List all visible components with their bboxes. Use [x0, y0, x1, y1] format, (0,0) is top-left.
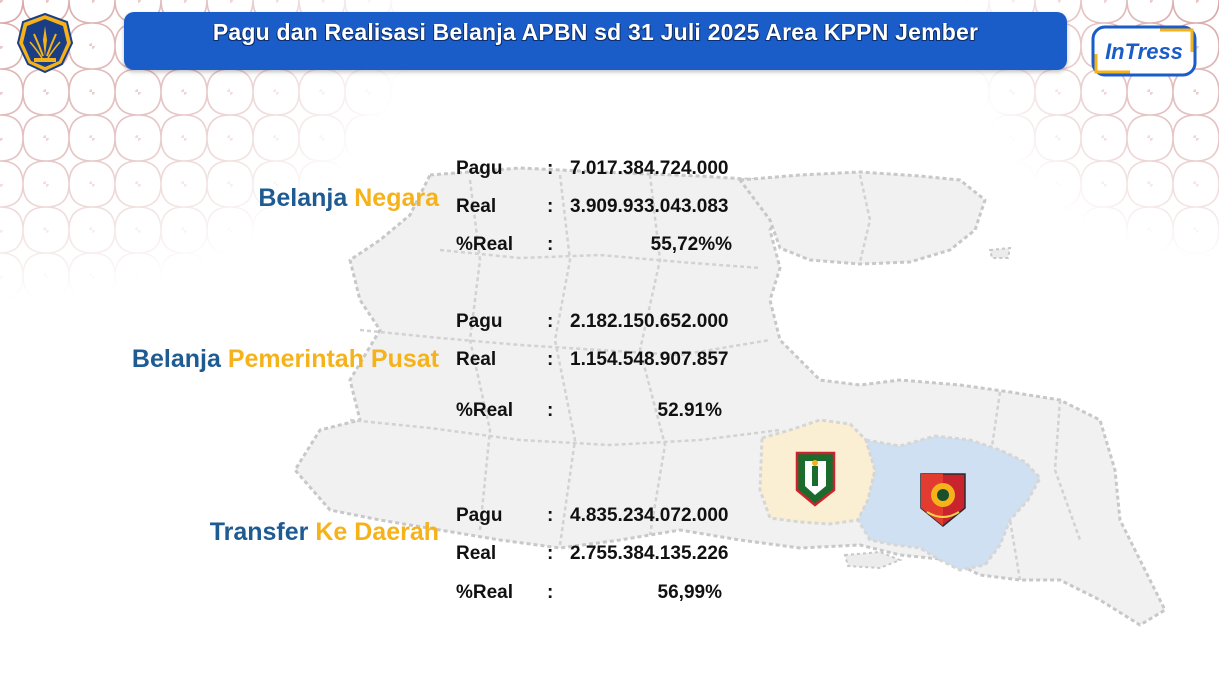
- section-title-primary: Belanja: [131, 345, 221, 373]
- title-bar: Pagu dan Realisasi Belanja APBN sd 31 Ju…: [124, 12, 1067, 70]
- row-label: %Real: [456, 400, 514, 421]
- section-title-accent: Pemerintah Pusat: [227, 345, 439, 373]
- bondowoso-emblem-icon: [795, 451, 836, 507]
- row-colon: :: [547, 349, 554, 370]
- row-label: Real: [456, 196, 497, 217]
- row-label: Real: [456, 349, 497, 370]
- row-label: Pagu: [456, 311, 503, 332]
- row-label: Real: [456, 543, 497, 564]
- kemenkeu-logo-icon: [16, 12, 74, 74]
- section-title-primary: Belanja: [258, 184, 348, 212]
- row-colon: :: [547, 196, 554, 217]
- row-colon: :: [547, 234, 554, 255]
- row-label: Pagu: [456, 158, 503, 179]
- row-colon: :: [547, 158, 554, 179]
- section-title-belanja-negara: Belanja Negara: [258, 184, 439, 213]
- row-colon: :: [547, 543, 554, 564]
- row-value: 1.154.548.907.857: [570, 349, 729, 370]
- row-label: %Real: [456, 234, 514, 255]
- intress-logo-icon: InTress: [1091, 25, 1197, 77]
- jember-emblem-icon: [920, 473, 966, 527]
- row-value: 2.755.384.135.226: [570, 543, 729, 564]
- row-value: 2.182.150.652.000: [570, 311, 729, 332]
- row-value: 56,99%: [657, 582, 722, 603]
- row-colon: :: [547, 582, 554, 603]
- row-colon: :: [547, 311, 554, 332]
- row-colon: :: [547, 505, 554, 526]
- row-value: 4.835.234.072.000: [570, 505, 729, 526]
- section-title-belanja-pemerintah-pusat: Belanja Pemerintah Pusat: [132, 345, 439, 374]
- section-title-accent: Negara: [354, 184, 439, 212]
- row-label: Pagu: [456, 505, 503, 526]
- intress-logo-text: InTress: [1105, 39, 1183, 64]
- section-title-primary: Transfer: [209, 518, 309, 546]
- section-title-accent: Ke Daerah: [315, 518, 439, 546]
- page-title: Pagu dan Realisasi Belanja APBN sd 31 Ju…: [212, 19, 979, 45]
- section-title-transfer-ke-daerah: Transfer Ke Daerah: [210, 518, 439, 547]
- row-value: 7.017.384.724.000: [570, 158, 729, 179]
- row-value: 3.909.933.043.083: [570, 196, 729, 217]
- row-value: 52.91%: [657, 400, 722, 421]
- row-colon: :: [547, 400, 554, 421]
- row-label: %Real: [456, 582, 514, 603]
- row-value: 55,72%%: [650, 234, 732, 255]
